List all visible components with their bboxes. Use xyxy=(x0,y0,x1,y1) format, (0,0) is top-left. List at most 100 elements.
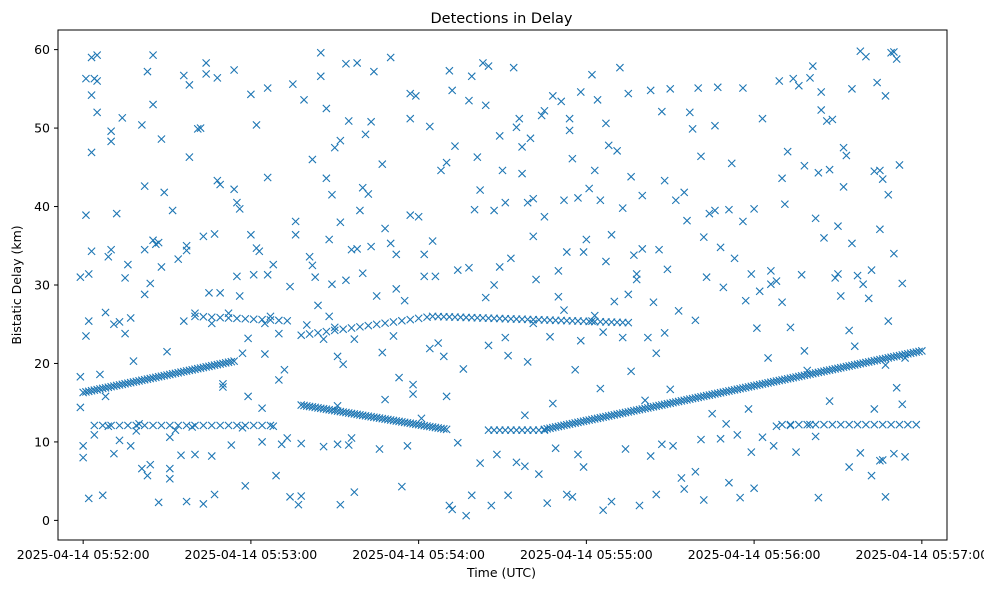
x-tick-label: 2025-04-14 05:56:00 xyxy=(688,547,821,562)
clutter-marker xyxy=(548,91,557,100)
track-marker xyxy=(241,314,250,323)
clutter-marker xyxy=(260,319,269,328)
clutter-marker xyxy=(688,124,697,133)
clutter-marker xyxy=(392,250,401,259)
clutter-marker xyxy=(300,95,309,104)
clutter-marker xyxy=(573,450,582,459)
clutter-marker xyxy=(87,53,96,62)
clutter-marker xyxy=(593,95,602,104)
clutter-marker xyxy=(892,383,901,392)
clutter-marker xyxy=(769,441,778,450)
clutter-marker xyxy=(274,375,283,384)
clutter-marker xyxy=(355,206,364,215)
track-marker xyxy=(274,316,283,325)
clutter-marker xyxy=(76,403,85,412)
track-marker xyxy=(224,421,233,430)
clutter-marker xyxy=(646,452,655,461)
clutter-marker xyxy=(98,491,107,500)
clutter-marker xyxy=(814,493,823,502)
clutter-marker xyxy=(811,432,820,441)
clutter-marker xyxy=(397,482,406,491)
x-tick-label: 2025-04-14 05:52:00 xyxy=(17,547,150,562)
clutter-marker xyxy=(322,104,331,113)
clutter-marker xyxy=(599,328,608,337)
clutter-marker xyxy=(302,321,311,330)
y-tick-label: 30 xyxy=(34,278,50,293)
clutter-marker xyxy=(655,245,664,254)
clutter-marker xyxy=(884,317,893,326)
clutter-marker xyxy=(437,166,445,175)
clutter-marker xyxy=(839,143,848,152)
track-marker xyxy=(917,346,926,355)
clutter-marker xyxy=(638,244,647,253)
clutter-marker xyxy=(677,474,686,483)
clutter-marker xyxy=(232,272,241,281)
clutter-marker xyxy=(311,273,320,282)
track-marker xyxy=(870,420,879,429)
clutter-marker xyxy=(758,114,767,123)
clutter-marker xyxy=(724,205,733,214)
clutter-marker xyxy=(439,352,448,361)
clutter-marker xyxy=(490,206,499,215)
clutter-marker xyxy=(481,293,490,302)
clutter-marker xyxy=(336,500,345,509)
clutter-marker xyxy=(174,255,183,264)
clutter-marker xyxy=(179,317,188,326)
clutter-marker xyxy=(154,238,163,247)
clutter-marker xyxy=(727,159,736,168)
track-marker xyxy=(439,424,448,433)
clutter-marker xyxy=(286,282,295,291)
clutter-marker xyxy=(504,351,513,360)
track-marker xyxy=(624,318,633,327)
clutter-marker xyxy=(607,497,616,506)
clutter-marker xyxy=(601,257,610,266)
clutter-marker xyxy=(218,379,227,388)
clutter-marker xyxy=(750,204,759,213)
clutter-marker xyxy=(828,115,837,124)
clutter-marker xyxy=(713,83,722,92)
clutter-marker xyxy=(691,467,700,476)
clutter-marker xyxy=(875,166,884,175)
clutter-marker xyxy=(892,55,901,64)
clutter-marker xyxy=(165,464,174,473)
clutter-marker xyxy=(680,188,689,197)
track-marker xyxy=(529,426,538,435)
clutter-marker xyxy=(627,367,636,376)
clutter-marker xyxy=(207,319,216,328)
track-marker xyxy=(372,320,381,329)
clutter-marker xyxy=(445,66,454,75)
clutter-marker xyxy=(244,392,253,401)
clutter-marker xyxy=(177,451,185,460)
clutter-marker xyxy=(109,320,118,329)
clutter-marker xyxy=(378,160,387,169)
clutter-marker xyxy=(249,270,258,279)
clutter-marker xyxy=(518,142,527,151)
clutter-marker xyxy=(107,245,116,254)
clutter-marker xyxy=(864,294,873,303)
clutter-marker xyxy=(641,396,650,405)
clutter-marker xyxy=(386,53,395,62)
clutter-marker xyxy=(562,490,571,499)
clutter-marker xyxy=(308,155,317,164)
clutter-marker xyxy=(724,478,733,487)
clutter-marker xyxy=(738,217,747,226)
clutter-marker xyxy=(367,242,376,251)
clutter-marker xyxy=(389,332,398,340)
track-marker xyxy=(845,420,854,429)
clutter-marker xyxy=(870,404,879,413)
track-marker xyxy=(190,312,199,321)
clutter-marker xyxy=(839,182,848,191)
clutter-marker xyxy=(515,114,524,123)
clutter-marker xyxy=(453,266,462,275)
clutter-marker xyxy=(160,188,169,197)
clutter-marker xyxy=(227,441,236,450)
x-tick-label: 2025-04-14 05:53:00 xyxy=(185,547,318,562)
clutter-marker xyxy=(84,317,93,326)
clutter-marker xyxy=(833,222,842,231)
clutter-marker xyxy=(238,349,247,358)
clutter-marker xyxy=(450,142,459,151)
track-marker xyxy=(406,315,415,324)
clutter-marker xyxy=(104,252,113,261)
clutter-marker xyxy=(579,463,588,472)
track-marker xyxy=(495,426,504,435)
